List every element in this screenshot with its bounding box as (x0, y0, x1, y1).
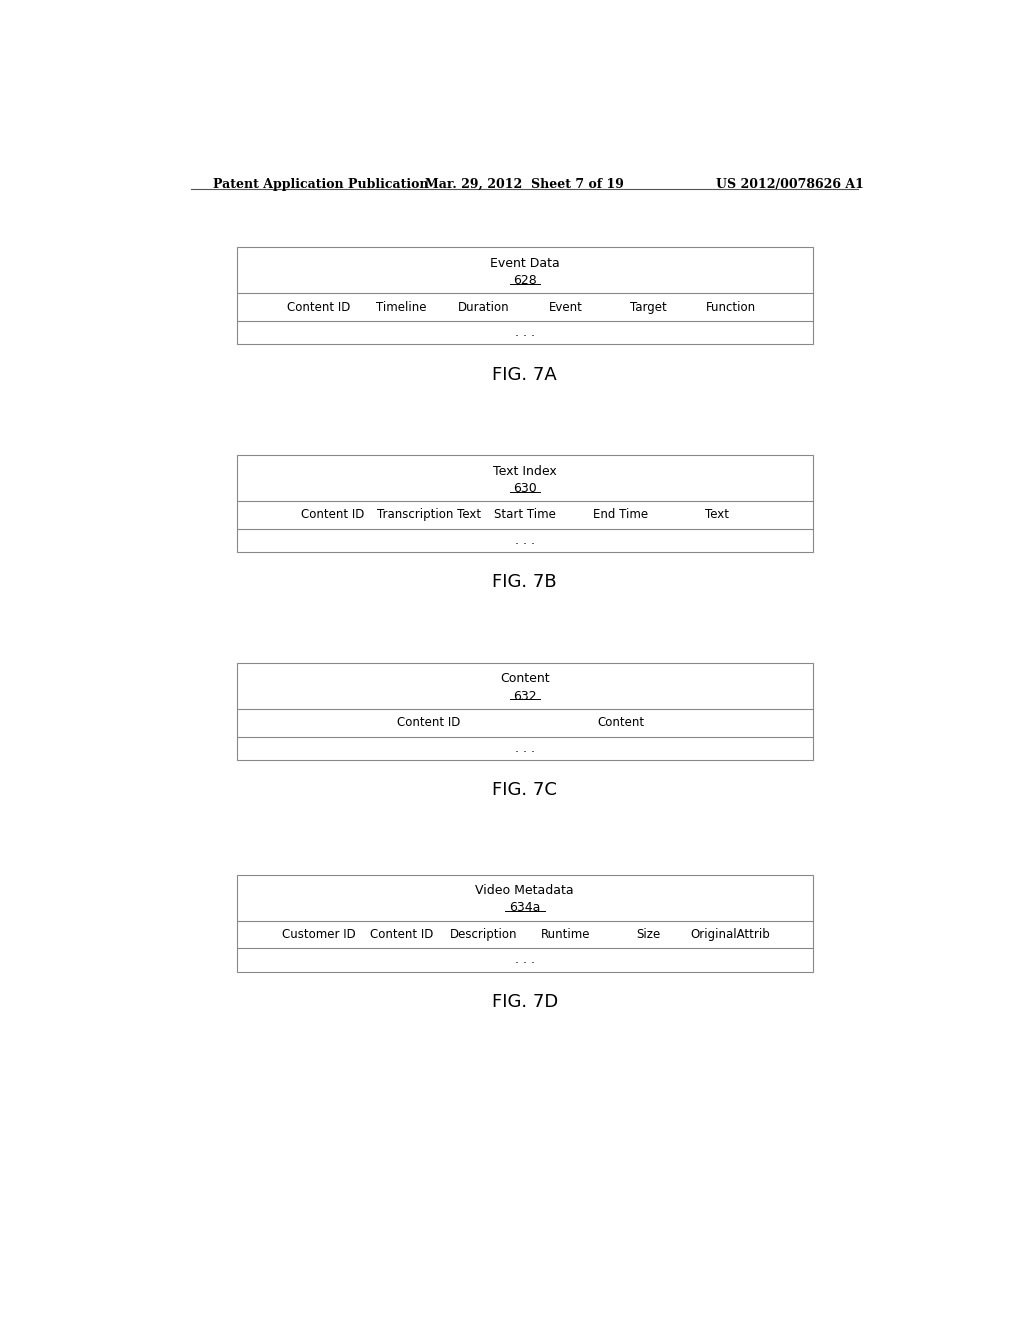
Text: Patent Application Publication: Patent Application Publication (213, 178, 429, 190)
Text: Content: Content (500, 672, 550, 685)
FancyBboxPatch shape (237, 875, 813, 972)
Text: Duration: Duration (458, 301, 509, 314)
Text: Event: Event (549, 301, 583, 314)
Text: 634a: 634a (509, 902, 541, 915)
Text: Runtime: Runtime (542, 928, 591, 941)
Text: Transcription Text: Transcription Text (377, 508, 480, 521)
Text: End Time: End Time (593, 508, 648, 521)
Text: 628: 628 (513, 273, 537, 286)
Text: Text Index: Text Index (493, 465, 557, 478)
Text: Start Time: Start Time (494, 508, 556, 521)
Text: Event Data: Event Data (489, 256, 560, 269)
FancyBboxPatch shape (237, 455, 813, 552)
Text: Video Metadata: Video Metadata (475, 884, 574, 898)
Text: . . .: . . . (515, 326, 535, 339)
Text: . . .: . . . (515, 533, 535, 546)
Text: Description: Description (450, 928, 517, 941)
Text: 632: 632 (513, 689, 537, 702)
Text: Content ID: Content ID (397, 717, 461, 730)
FancyBboxPatch shape (237, 247, 813, 345)
Text: OriginalAttrib: OriginalAttrib (691, 928, 771, 941)
Text: Content ID: Content ID (370, 928, 433, 941)
Text: Content ID: Content ID (287, 301, 350, 314)
Text: FIG. 7A: FIG. 7A (493, 366, 557, 384)
Text: Mar. 29, 2012  Sheet 7 of 19: Mar. 29, 2012 Sheet 7 of 19 (425, 178, 625, 190)
Text: 630: 630 (513, 482, 537, 495)
Text: FIG. 7D: FIG. 7D (492, 993, 558, 1011)
Text: US 2012/0078626 A1: US 2012/0078626 A1 (717, 178, 864, 190)
Text: Size: Size (636, 928, 660, 941)
Text: Target: Target (630, 301, 667, 314)
Text: Timeline: Timeline (376, 301, 426, 314)
Text: Function: Function (706, 301, 756, 314)
Text: Content: Content (597, 717, 644, 730)
Text: FIG. 7C: FIG. 7C (493, 781, 557, 800)
Text: . . .: . . . (515, 742, 535, 755)
Text: FIG. 7B: FIG. 7B (493, 573, 557, 591)
FancyBboxPatch shape (237, 663, 813, 760)
Text: Content ID: Content ID (301, 508, 365, 521)
Text: Customer ID: Customer ID (282, 928, 355, 941)
Text: Text: Text (705, 508, 729, 521)
Text: . . .: . . . (515, 953, 535, 966)
